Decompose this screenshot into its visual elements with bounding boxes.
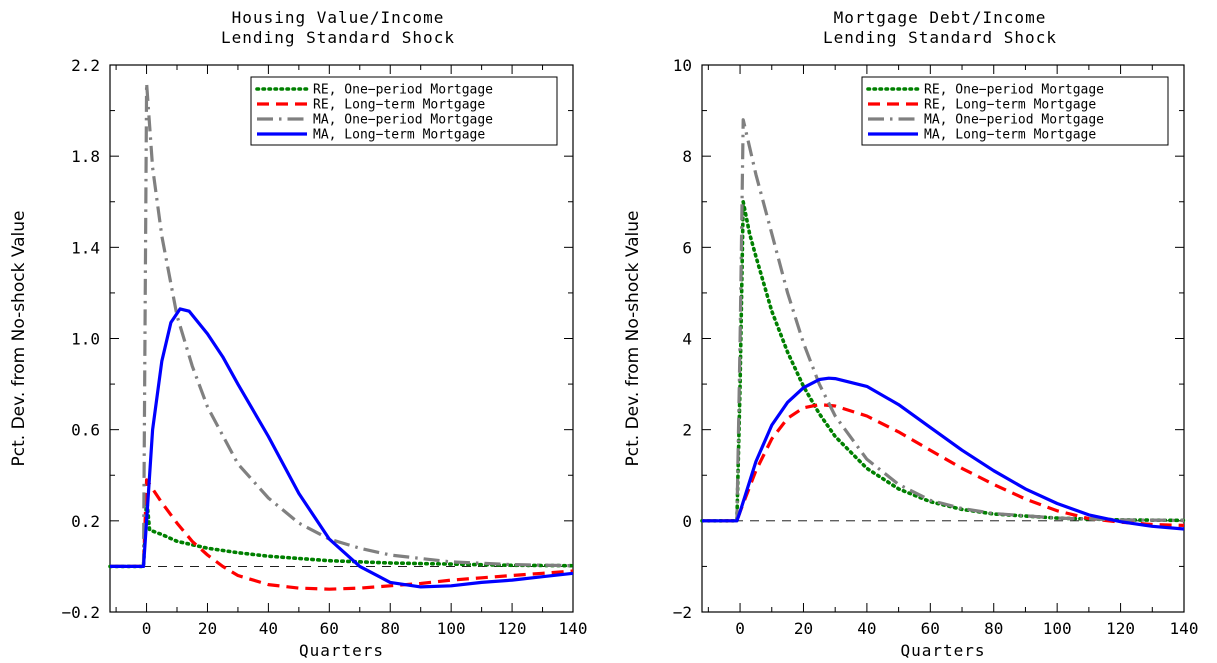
legend-label-4: MA, Long−term Mortgage — [313, 128, 485, 143]
legend-label-2: RE, Long−term Mortgage — [313, 98, 485, 113]
x-tick-label: 80 — [984, 619, 1003, 638]
series-line-1 — [700, 200, 1186, 523]
y-tick-label: 4 — [682, 330, 692, 349]
legend-label-3: MA, One−period Mortgage — [313, 113, 493, 128]
series-line-2 — [702, 403, 1185, 527]
x-tick-label: 0 — [735, 619, 745, 638]
y-tick-label: 0.2 — [71, 512, 100, 531]
x-tick-label: 120 — [498, 619, 527, 638]
y-tick-label: −0.2 — [61, 603, 100, 622]
chart-title-line-2: Lending Standard Shock — [221, 28, 455, 47]
x-axis-label: Quarters — [900, 641, 985, 660]
chart-title-line-1: Mortgage Debt/Income — [834, 8, 1047, 27]
x-tick-label: 100 — [1043, 619, 1072, 638]
legend-label-4: MA, Long−term Mortgage — [924, 128, 1096, 143]
legend-label-2: RE, Long−term Mortgage — [924, 98, 1096, 113]
y-tick-label: 8 — [682, 147, 692, 166]
y-tick-label: 0 — [682, 512, 692, 531]
y-tick-label: 1.4 — [71, 238, 100, 257]
x-tick-label: 120 — [1106, 619, 1135, 638]
y-tick-label: 2.2 — [71, 56, 100, 75]
x-tick-label: 20 — [794, 619, 813, 638]
x-axis-label: Quarters — [299, 641, 384, 660]
legend-label-3: MA, One−period Mortgage — [924, 113, 1104, 128]
x-tick-label: 40 — [857, 619, 876, 638]
x-tick-label: 80 — [381, 619, 400, 638]
y-tick-label: −2 — [673, 603, 692, 622]
series-line-3 — [110, 81, 574, 569]
x-tick-label: 60 — [320, 619, 339, 638]
y-axis-label: Pct. Dev. from No-shock Value — [623, 210, 643, 466]
x-tick-label: 0 — [142, 619, 152, 638]
y-tick-label: 6 — [682, 238, 692, 257]
series-line-1 — [108, 496, 575, 569]
series-line-4 — [110, 307, 574, 589]
chart-title-line-2: Lending Standard Shock — [823, 28, 1057, 47]
y-tick-label: 1.0 — [71, 330, 100, 349]
chart-title-line-1: Housing Value/Income — [232, 8, 445, 27]
series-line-4 — [702, 376, 1185, 531]
x-tick-label: 140 — [1170, 619, 1199, 638]
x-tick-label: 140 — [559, 619, 588, 638]
legend-label-1: RE, One−period Mortgage — [924, 83, 1104, 98]
series-line-3 — [702, 118, 1185, 523]
y-tick-label: 10 — [673, 56, 692, 75]
series-line-2 — [110, 478, 574, 591]
x-tick-label: 60 — [921, 619, 940, 638]
plot-frame — [701, 64, 1185, 613]
y-tick-label: 0.6 — [71, 421, 100, 440]
x-tick-label: 20 — [198, 619, 217, 638]
y-tick-label: 2 — [682, 421, 692, 440]
x-tick-label: 40 — [259, 619, 278, 638]
legend-label-1: RE, One−period Mortgage — [313, 83, 493, 98]
x-tick-label: 100 — [437, 619, 466, 638]
y-axis-label: Pct. Dev. from No-shock Value — [9, 210, 29, 466]
plot-frame — [109, 64, 574, 613]
y-tick-label: 1.8 — [71, 147, 100, 166]
